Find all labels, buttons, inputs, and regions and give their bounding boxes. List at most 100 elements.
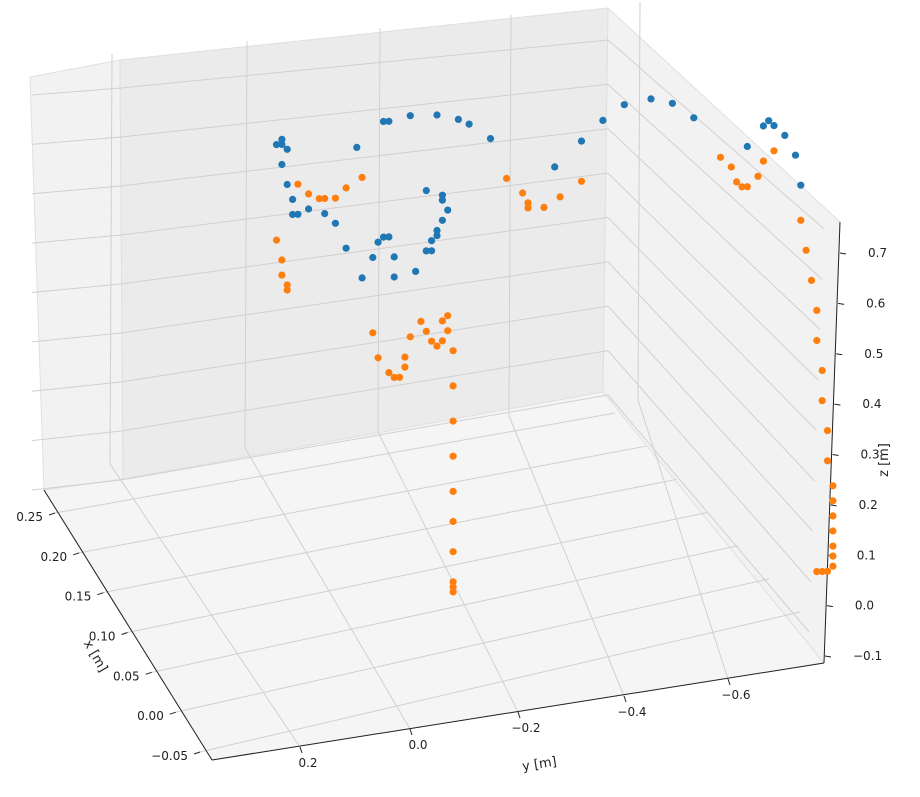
z-grid-left: [31, 430, 122, 442]
series-2-point: [358, 173, 366, 181]
z-grid-back: [120, 261, 609, 334]
x-tick: [169, 711, 176, 715]
x-tick-label: 0.10: [89, 630, 116, 644]
series-2-point: [406, 333, 414, 341]
x-tick-label: 0.20: [40, 550, 67, 564]
z-axis-line: [823, 221, 841, 664]
tick-labels: 0.7 0.6 0.5 0.4 0.3 0.2 0.1 0.0 −0.1 0.2 0.0 −0.2 −0…: [16, 246, 887, 770]
y-axis-line: [211, 662, 825, 761]
x-tick: [73, 552, 80, 556]
series-1-point: [444, 206, 452, 214]
z-grid-back: [120, 350, 609, 432]
z-tick: [836, 353, 843, 356]
left-pane: [29, 59, 124, 491]
z-grid-back: [120, 39, 609, 89]
y-tick-label: −0.4: [617, 705, 646, 719]
z-tick-label: 0.2: [859, 498, 878, 512]
z-tick: [830, 504, 837, 507]
series-1-point: [438, 216, 446, 224]
series-2-point: [540, 203, 548, 211]
z-grid-left: [31, 136, 122, 145]
data-points: [272, 95, 837, 596]
series-2-point: [556, 193, 564, 201]
series-2-point: [829, 562, 837, 570]
x-tick-label: 0.25: [16, 510, 43, 524]
series-2-point: [283, 281, 291, 289]
series-1-point: [283, 180, 291, 189]
series-2-point: [369, 329, 377, 337]
z-tick: [838, 302, 845, 305]
series-2-point: [797, 216, 805, 224]
series-1-point: [422, 247, 430, 255]
series-2-point: [818, 567, 826, 576]
series-2-point: [524, 204, 532, 212]
y-tick: [409, 728, 413, 736]
series-1-point: [379, 117, 388, 126]
series-2-point: [449, 578, 457, 586]
series-2-point: [417, 317, 425, 325]
z-tick: [832, 454, 839, 456]
series-2-point: [823, 567, 832, 575]
series-1-point: [428, 247, 436, 255]
x-grid-floor: [199, 611, 801, 753]
series-2-point: [396, 373, 404, 381]
y-tick: [623, 695, 627, 703]
z-grid-right: [607, 84, 823, 280]
series-1-point: [791, 151, 800, 159]
series-2-point: [272, 236, 281, 244]
z-grid-back: [120, 217, 609, 285]
z-grid-left: [31, 234, 122, 244]
series-1-point: [438, 196, 446, 204]
series-1-point: [294, 210, 302, 218]
series-1-point: [781, 131, 789, 139]
series-2-point: [577, 177, 586, 185]
series-2-point: [829, 542, 837, 550]
series-2-point: [278, 256, 286, 264]
y-grid-back: [508, 14, 512, 417]
z-grid-left: [31, 185, 122, 195]
series-1-point: [438, 191, 446, 199]
z-grid-right: [607, 350, 812, 582]
x-grid-floor: [79, 445, 646, 554]
z-grid-right: [607, 394, 810, 633]
series-2-point: [449, 583, 457, 591]
x-tick-label: 0.05: [113, 669, 140, 683]
series-2-point: [519, 189, 527, 197]
series-1-point: [797, 181, 805, 189]
x-tick: [97, 592, 104, 596]
x-axis-line: [43, 489, 213, 761]
z-grid-right: [607, 39, 825, 230]
z-axis-label: z [m]: [877, 443, 892, 477]
series-1-point: [374, 238, 382, 246]
z-tick-label: 0.4: [862, 397, 881, 411]
series-1-point: [289, 195, 297, 203]
series-2-point: [716, 153, 725, 161]
series-2-point: [829, 497, 837, 505]
x-grid-floor: [127, 512, 708, 633]
series-2-point: [321, 194, 329, 203]
series-2-point: [759, 157, 768, 165]
series-2-point: [444, 327, 452, 335]
series-1-point: [385, 117, 393, 125]
x-tick-label: 0.00: [137, 709, 164, 723]
series-2-point: [733, 178, 741, 186]
y-grid-floor: [109, 463, 301, 748]
x-grid-floor: [103, 478, 677, 594]
z-grid-left: [31, 479, 122, 491]
series-2-point: [433, 342, 441, 350]
series-1-point: [599, 116, 607, 124]
series-1-point: [433, 226, 441, 235]
series-2-point: [428, 337, 436, 345]
y-tick-label: 0.2: [298, 756, 317, 770]
x-tick: [121, 632, 128, 635]
series-2-point: [813, 336, 821, 345]
x-tick: [48, 512, 56, 516]
series-2-point: [524, 199, 532, 207]
series-1-point: [289, 210, 297, 219]
series-2-point: [305, 190, 313, 198]
series-2-point: [727, 163, 735, 171]
series-1-point: [412, 267, 420, 275]
series-2-point: [743, 183, 751, 191]
z-grid-right: [607, 128, 821, 331]
series-1-point: [668, 99, 677, 107]
